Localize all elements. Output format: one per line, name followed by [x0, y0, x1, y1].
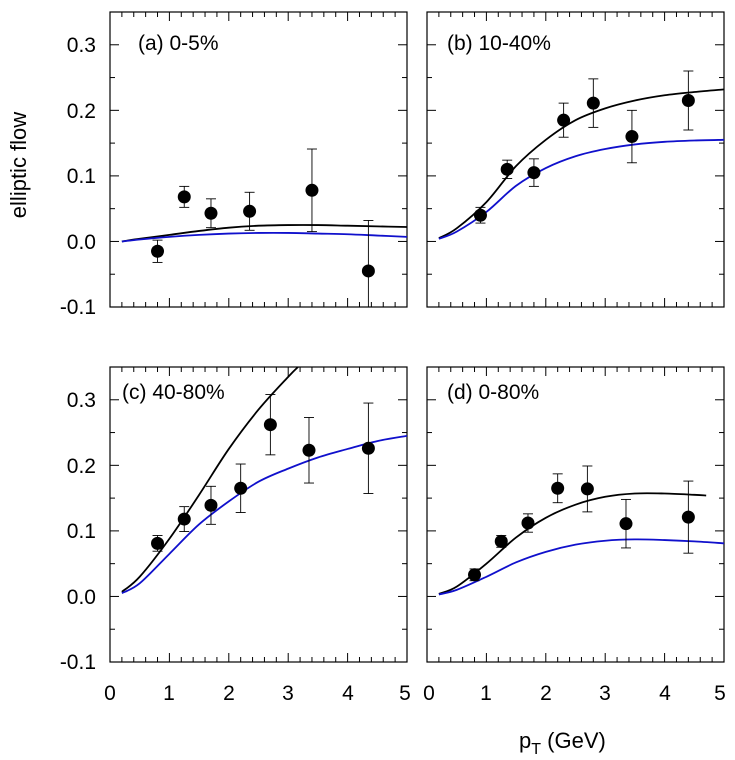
panel-c-black-curve — [121, 367, 300, 593]
x-tick-label-right-1: 1 — [480, 682, 492, 705]
panel-a-marker-2 — [204, 206, 218, 220]
y-tick-label-top-0.2: 0.2 — [67, 100, 96, 123]
panel-d-data-point-1 — [494, 534, 508, 548]
panel-c-data-point-4 — [263, 394, 277, 456]
panel-d-marker-5 — [619, 517, 633, 531]
y-tick-label-bottom-0.1: 0.1 — [67, 520, 96, 543]
x-tick-label-left-3: 3 — [282, 682, 294, 705]
panel-b-marker-6 — [681, 94, 695, 107]
panel-a-marker-3 — [243, 204, 257, 218]
x-tick-label-right-0: 0 — [423, 682, 435, 705]
panel-c-blue-curve — [121, 434, 407, 594]
panel-b-data-point-4 — [586, 78, 600, 128]
panel-d-data-point-5 — [619, 498, 633, 549]
panel-c-frame — [109, 366, 408, 663]
panel-a-marker-0 — [151, 244, 165, 258]
panel-a-frame — [109, 11, 408, 308]
panel-c-data-point-3 — [234, 463, 248, 513]
panel-a-marker-4 — [305, 183, 319, 197]
panel-d-data-point-3 — [551, 473, 565, 504]
x-tick-label-left-1: 1 — [163, 682, 175, 705]
panel-b-marker-0 — [473, 208, 487, 222]
y-tick-label-top-0.3: 0.3 — [67, 34, 96, 57]
panel-d-marker-2 — [521, 516, 535, 530]
panel-c-data-point-2 — [204, 485, 218, 525]
panel-b-data-point-5 — [625, 109, 639, 164]
panel-c-data-point-1 — [177, 506, 191, 532]
panel-a-data-point-2 — [204, 198, 218, 229]
panel-c-marker-3 — [234, 481, 248, 495]
x-tick-label-right-5: 5 — [714, 682, 726, 705]
x-tick-label-right-2: 2 — [540, 682, 552, 705]
x-tick-label-right-4: 4 — [659, 682, 671, 705]
panel-c-marker-0 — [151, 536, 165, 550]
panel-d-label: (d) 0-80% — [447, 381, 539, 404]
plot-layer — [121, 70, 724, 596]
panel-d-data-point-2 — [521, 513, 535, 533]
panel-c-marker-4 — [263, 418, 277, 432]
panel-a-black-curve — [121, 224, 407, 243]
panel-a-marker-1 — [177, 190, 191, 204]
x-tick-label-left-4: 4 — [342, 682, 354, 705]
y-tick-label-top-0.0: 0.0 — [67, 231, 96, 254]
panel-b-data-point-1 — [500, 159, 514, 179]
panel-c-marker-5 — [302, 443, 316, 457]
x-axis-title: pT (GeV) — [519, 728, 606, 758]
x-tick-label-left-0: 0 — [104, 682, 116, 705]
panel-b-data-point-6 — [681, 70, 695, 131]
panel-c-data-point-0 — [151, 535, 165, 552]
panel-c-marker-2 — [204, 498, 218, 512]
panel-a-data-point-0 — [151, 239, 165, 263]
panel-d-data-point-0 — [468, 568, 482, 582]
y-axis-title: elliptic flow — [6, 112, 31, 218]
axis-ticks — [109, 11, 725, 663]
panel-a-data-point-3 — [243, 191, 257, 231]
y-tick-label-bottom-0.3: 0.3 — [67, 389, 96, 412]
panel-a-blue-curve — [121, 231, 407, 243]
panel-a-label: (a) 0-5% — [138, 32, 219, 55]
panel-b-blue-curve — [438, 138, 724, 240]
panel-d-marker-0 — [468, 568, 482, 582]
y-tick-label-bottom-0.0: 0.0 — [67, 586, 96, 609]
panel-b-data-point-3 — [557, 102, 571, 138]
x-tick-label-left-5: 5 — [399, 682, 411, 705]
panel-c-marker-6 — [361, 441, 375, 455]
y-tick-label-top-0.1: 0.1 — [67, 165, 96, 188]
panel-b-marker-2 — [527, 166, 541, 180]
x-tick-label-left-2: 2 — [223, 682, 235, 705]
x-axis-title-subscript: T — [531, 741, 541, 758]
panel-c-label: (c) 40-80% — [122, 381, 225, 404]
panel-b-label: (b) 10-40% — [447, 32, 551, 55]
y-tick-label-bottom--0.1: -0.1 — [60, 651, 96, 674]
panel-c-marker-1 — [177, 512, 191, 526]
x-tick-label-right-3: 3 — [599, 682, 611, 705]
y-tick-label-bottom-0.2: 0.2 — [67, 455, 96, 478]
panel-b-marker-4 — [586, 96, 600, 110]
panel-a-data-point-4 — [305, 148, 319, 233]
panel-b-frame — [426, 11, 725, 308]
panel-b-data-point-0 — [473, 206, 487, 224]
panel-b-marker-1 — [500, 162, 514, 176]
panel-d-data-point-6 — [681, 480, 695, 554]
panel-d-marker-3 — [551, 481, 565, 495]
panel-a-marker-5 — [361, 264, 375, 278]
panel-d-marker-4 — [580, 482, 594, 496]
panel-b-marker-3 — [557, 113, 571, 127]
panel-c-data-point-5 — [302, 417, 316, 484]
panel-b-marker-5 — [625, 130, 639, 144]
panel-d-marker-1 — [494, 534, 508, 548]
y-tick-label-top--0.1: -0.1 — [60, 296, 96, 319]
x-axis-title-main: p — [519, 728, 531, 753]
panel-a-data-point-1 — [177, 185, 191, 208]
panel-c-data-point-6 — [361, 402, 375, 494]
panel-d-frame — [426, 366, 725, 663]
panel-a-data-point-5 — [361, 220, 375, 307]
panel-d-data-point-4 — [580, 465, 594, 513]
panel-d-marker-6 — [681, 510, 695, 524]
x-axis-title-unit: (GeV) — [541, 728, 606, 753]
panel-b-data-point-2 — [527, 158, 541, 187]
